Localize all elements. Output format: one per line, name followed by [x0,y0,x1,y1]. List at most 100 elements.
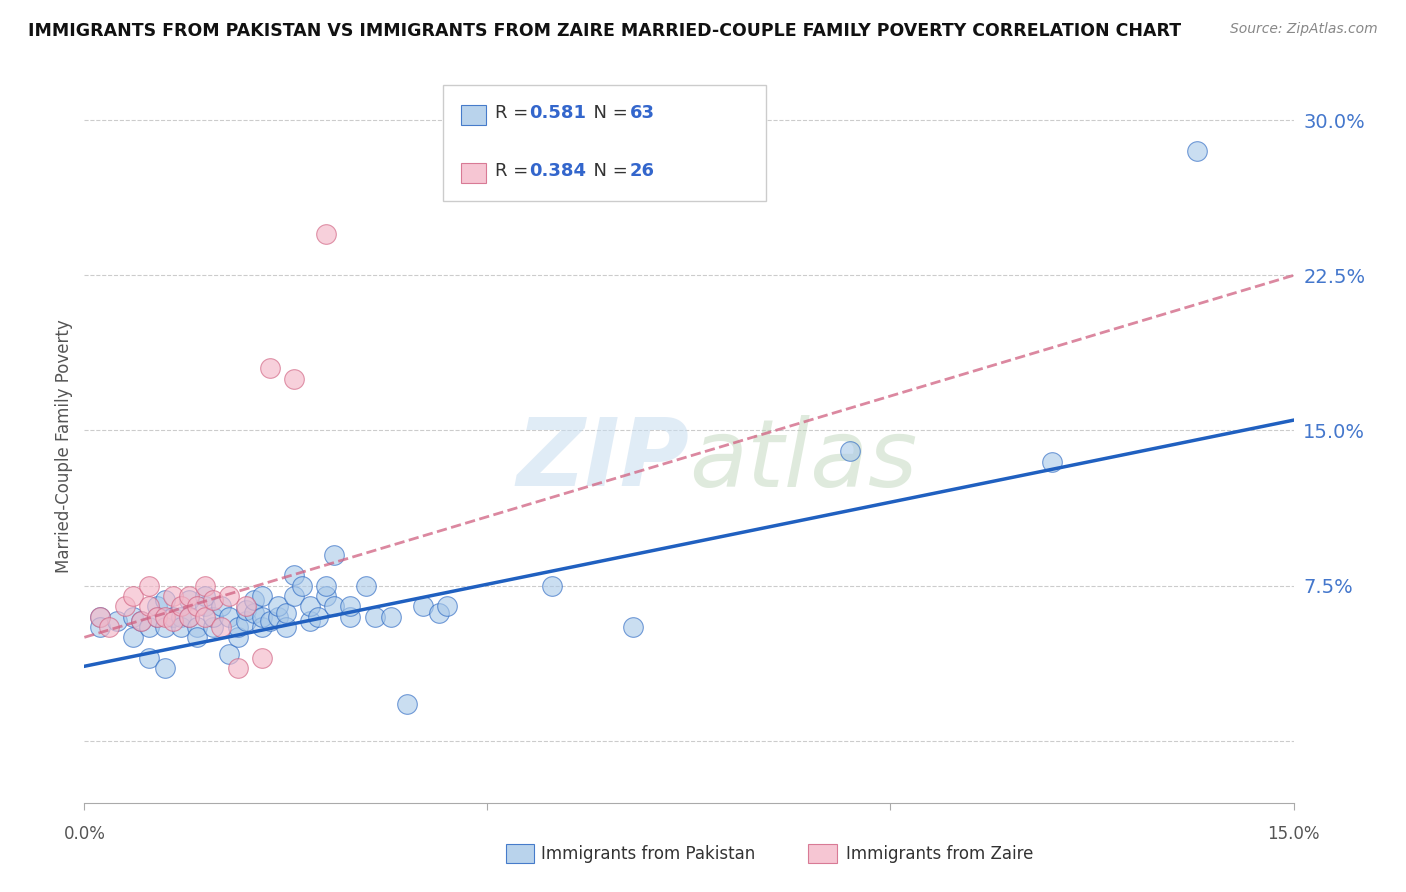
Point [179,589,201,603]
Point [250,651,273,665]
Point [621,620,644,634]
Point [323,548,346,562]
Point [209,620,232,634]
Point [138,579,160,593]
Point [194,589,217,603]
Point [209,599,232,614]
Point [283,372,305,386]
Point [242,606,264,620]
Point [89,609,111,624]
Point [153,609,176,624]
Point [218,609,240,624]
Point [259,361,281,376]
Point [146,609,169,624]
Point [267,609,290,624]
Text: ZIP: ZIP [516,414,689,507]
Point [121,589,143,603]
Point [179,593,201,607]
Text: 0.384: 0.384 [529,162,586,180]
Point [380,609,402,624]
Text: 0.581: 0.581 [529,104,586,122]
Point [395,697,418,711]
Point [202,609,225,624]
Point [339,599,361,614]
Point [267,599,290,614]
Point [97,620,120,634]
Point [186,599,208,614]
Text: Immigrants from Pakistan: Immigrants from Pakistan [541,845,755,863]
Point [146,599,169,614]
Point [153,620,176,634]
Point [170,620,193,634]
Point [235,614,257,628]
Point [218,589,240,603]
Point [274,606,297,620]
Point [138,620,160,634]
Point [291,579,314,593]
Text: 15.0%: 15.0% [1267,825,1320,843]
Point [202,593,225,607]
Text: Immigrants from Zaire: Immigrants from Zaire [846,845,1033,863]
Point [1185,145,1208,159]
Point [363,609,385,624]
Point [315,227,337,241]
Point [315,579,337,593]
Point [194,579,217,593]
Point [153,661,176,675]
Text: R =: R = [495,104,534,122]
Point [226,630,249,644]
Point [1040,454,1063,468]
Text: 63: 63 [630,104,655,122]
Point [226,661,249,675]
Point [299,614,322,628]
Point [339,609,361,624]
Point [146,609,169,624]
Point [356,579,378,593]
Point [235,603,257,617]
Point [299,599,322,614]
Point [202,620,225,634]
Point [307,609,329,624]
Point [129,614,152,628]
Point [186,620,208,634]
Point [179,609,201,624]
Point [436,599,458,614]
Text: atlas: atlas [689,415,917,506]
Point [121,630,143,644]
Point [323,599,346,614]
Point [89,620,111,634]
Point [194,599,217,614]
Point [250,609,273,624]
Point [170,609,193,624]
Point [138,651,160,665]
Text: Source: ZipAtlas.com: Source: ZipAtlas.com [1230,22,1378,37]
Point [250,620,273,634]
Point [250,589,273,603]
Point [129,614,152,628]
Text: IMMIGRANTS FROM PAKISTAN VS IMMIGRANTS FROM ZAIRE MARRIED-COUPLE FAMILY POVERTY : IMMIGRANTS FROM PAKISTAN VS IMMIGRANTS F… [28,22,1181,40]
Point [283,568,305,582]
Point [138,599,160,614]
Point [242,593,264,607]
Point [153,593,176,607]
Point [218,647,240,661]
Point [194,609,217,624]
Point [412,599,434,614]
Point [162,589,184,603]
Text: 26: 26 [630,162,655,180]
Point [162,614,184,628]
Point [89,609,111,624]
Point [162,609,184,624]
Point [170,599,193,614]
Point [274,620,297,634]
Point [541,579,564,593]
Point [105,614,128,628]
Point [427,606,450,620]
Point [259,614,281,628]
Text: N =: N = [582,104,634,122]
Text: R =: R = [495,162,534,180]
Point [283,589,305,603]
Point [121,609,143,624]
Point [179,609,201,624]
Text: 0.0%: 0.0% [63,825,105,843]
